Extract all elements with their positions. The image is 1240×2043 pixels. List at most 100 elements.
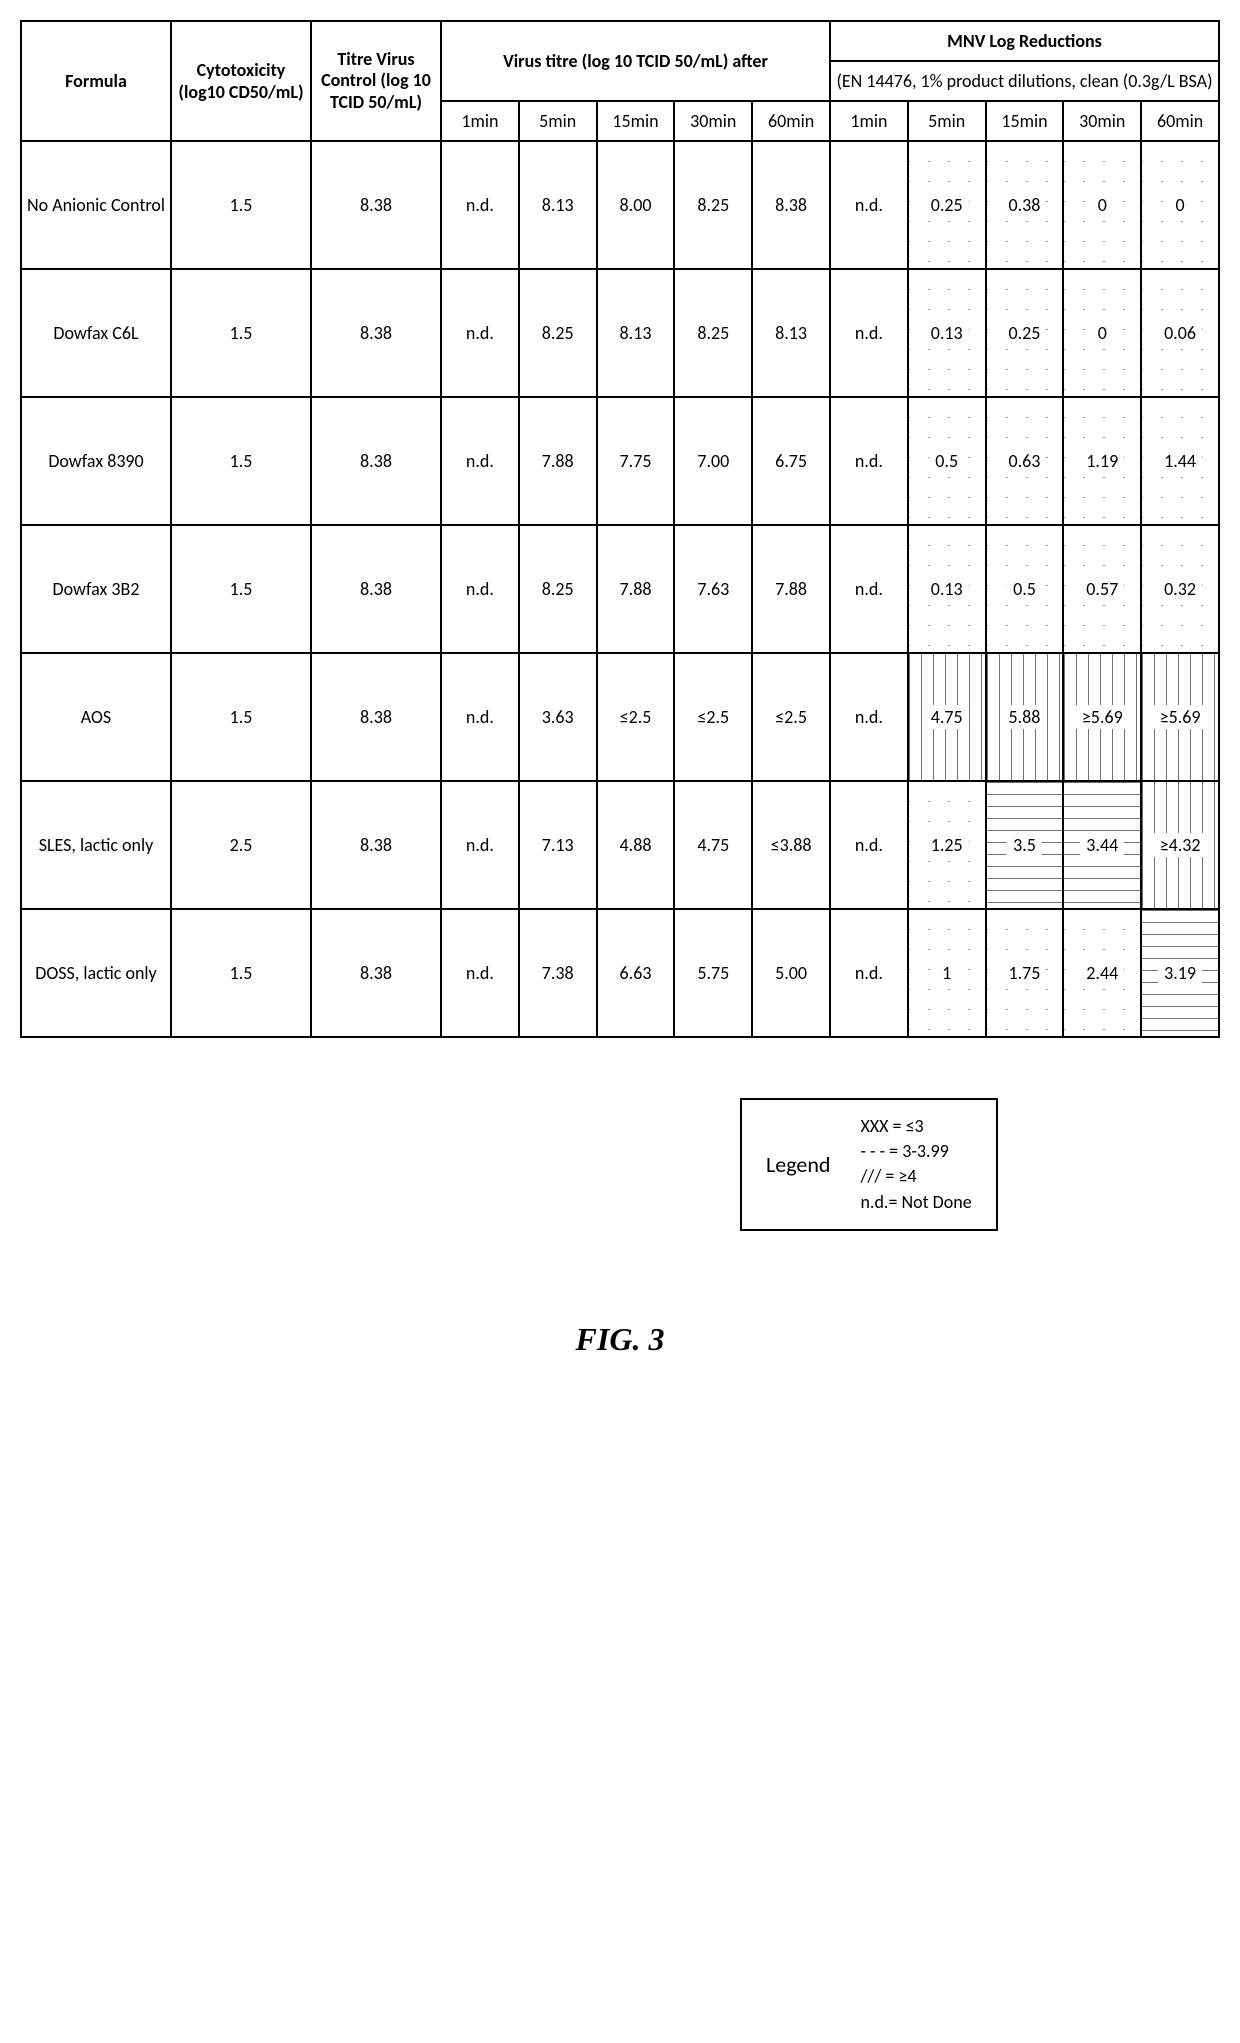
titre-after-cell: 8.13 (752, 269, 830, 397)
cytotoxicity-cell: 1.5 (171, 525, 311, 653)
reduction-value: 1 (936, 961, 957, 985)
data-table: Formula Cytotoxicity (log10 CD50/mL) Tit… (20, 20, 1220, 1038)
reduction-cell: n.d. (830, 781, 908, 909)
titre-after-cell: n.d. (441, 653, 519, 781)
reduction-cell: ≥5.69 (1063, 653, 1141, 781)
titre-after-cell: 6.63 (597, 909, 675, 1037)
reduction-value: 0 (1170, 193, 1191, 217)
reduction-value: ≥5.69 (1154, 705, 1207, 729)
titre-after-cell: n.d. (441, 525, 519, 653)
titre-after-cell: 7.88 (752, 525, 830, 653)
titre-control-cell: 8.38 (311, 397, 441, 525)
cytotoxicity-cell: 1.5 (171, 141, 311, 269)
titre-after-cell: ≤2.5 (597, 653, 675, 781)
header-virus-titre-after: Virus titre (log 10 TCID 50/mL) after (441, 21, 830, 101)
cytotoxicity-cell: 1.5 (171, 397, 311, 525)
reduction-value: 1.75 (1003, 961, 1047, 985)
reduction-cell: 0.13 (908, 525, 986, 653)
reduction-cell: 0.5 (986, 525, 1064, 653)
reduction-cell: 0.25 (908, 141, 986, 269)
formula-cell: Dowfax 8390 (21, 397, 171, 525)
formula-cell: Dowfax 3B2 (21, 525, 171, 653)
time-header: 60min (752, 101, 830, 141)
reduction-value: 3.44 (1080, 833, 1124, 857)
reduction-cell: 0.06 (1141, 269, 1219, 397)
reduction-cell: ≥5.69 (1141, 653, 1219, 781)
reduction-value: 0.63 (1003, 449, 1047, 473)
reduction-cell: 0.63 (986, 397, 1064, 525)
titre-control-cell: 8.38 (311, 269, 441, 397)
time-header: 30min (1063, 101, 1141, 141)
reduction-value: 0.57 (1080, 577, 1124, 601)
reduction-value: 2.44 (1080, 961, 1124, 985)
reduction-value: 0 (1092, 321, 1113, 345)
header-formula: Formula (21, 21, 171, 141)
table-row: Dowfax C6L1.58.38n.d.8.258.138.258.13n.d… (21, 269, 1219, 397)
reduction-cell: n.d. (830, 525, 908, 653)
titre-after-cell: 8.25 (519, 269, 597, 397)
formula-cell: SLES, lactic only (21, 781, 171, 909)
reduction-value: 0.5 (929, 449, 964, 473)
titre-after-cell: ≤2.5 (752, 653, 830, 781)
reduction-cell: 3.5 (986, 781, 1064, 909)
reduction-cell: 1.44 (1141, 397, 1219, 525)
titre-after-cell: 4.75 (674, 781, 752, 909)
reduction-cell: 1.19 (1063, 397, 1141, 525)
table-row: AOS1.58.38n.d.3.63≤2.5≤2.5≤2.5n.d.4.755.… (21, 653, 1219, 781)
reduction-cell: n.d. (830, 397, 908, 525)
reduction-value: 0.5 (1007, 577, 1042, 601)
titre-after-cell: n.d. (441, 909, 519, 1037)
reduction-cell: ≥4.32 (1141, 781, 1219, 909)
header-mnv-log-reductions: MNV Log Reductions (830, 21, 1219, 61)
time-header: 15min (597, 101, 675, 141)
titre-control-cell: 8.38 (311, 781, 441, 909)
titre-after-cell: 5.00 (752, 909, 830, 1037)
legend-item: /// = ≥4 (860, 1164, 971, 1189)
legend-item: XXX = ≤3 (860, 1114, 971, 1139)
time-header: 5min (908, 101, 986, 141)
reduction-cell: 0.57 (1063, 525, 1141, 653)
reduction-cell: 1.75 (986, 909, 1064, 1037)
titre-after-cell: 7.13 (519, 781, 597, 909)
titre-after-cell: 8.13 (519, 141, 597, 269)
titre-after-cell: 5.75 (674, 909, 752, 1037)
reduction-cell: n.d. (830, 909, 908, 1037)
titre-control-cell: 8.38 (311, 653, 441, 781)
titre-after-cell: 8.25 (674, 141, 752, 269)
titre-after-cell: n.d. (441, 397, 519, 525)
titre-after-cell: ≤3.88 (752, 781, 830, 909)
reduction-value: 1.25 (925, 833, 969, 857)
reduction-cell: 1.25 (908, 781, 986, 909)
reduction-cell: 0.38 (986, 141, 1064, 269)
legend-item: n.d.= Not Done (860, 1190, 971, 1215)
header-reduction-condition: (EN 14476, 1% product dilutions, clean (… (830, 61, 1219, 101)
table-row: DOSS, lactic only1.58.38n.d.7.386.635.75… (21, 909, 1219, 1037)
formula-cell: DOSS, lactic only (21, 909, 171, 1037)
time-header: 1min (441, 101, 519, 141)
titre-after-cell: 8.25 (519, 525, 597, 653)
titre-after-cell: 6.75 (752, 397, 830, 525)
titre-control-cell: 8.38 (311, 525, 441, 653)
titre-after-cell: 7.63 (674, 525, 752, 653)
time-header: 15min (986, 101, 1064, 141)
reduction-value: 0.25 (925, 193, 969, 217)
titre-after-cell: 8.38 (752, 141, 830, 269)
reduction-cell: n.d. (830, 653, 908, 781)
titre-after-cell: 8.13 (597, 269, 675, 397)
formula-cell: No Anionic Control (21, 141, 171, 269)
reduction-value: 0.38 (1003, 193, 1047, 217)
reduction-value: 3.19 (1158, 961, 1202, 985)
table-row: Dowfax 83901.58.38n.d.7.887.757.006.75n.… (21, 397, 1219, 525)
formula-cell: Dowfax C6L (21, 269, 171, 397)
reduction-cell: 0.13 (908, 269, 986, 397)
reduction-value: 1.19 (1080, 449, 1124, 473)
cytotoxicity-cell: 1.5 (171, 909, 311, 1037)
legend-items: XXX = ≤3 - - - = 3-3.99 /// = ≥4 n.d.= N… (860, 1114, 971, 1215)
reduction-value: 0.13 (925, 577, 969, 601)
reduction-cell: 3.19 (1141, 909, 1219, 1037)
reduction-value: 1.44 (1158, 449, 1202, 473)
reduction-value: ≥4.32 (1154, 833, 1207, 857)
cytotoxicity-cell: 1.5 (171, 269, 311, 397)
reduction-cell: 0 (1063, 269, 1141, 397)
reduction-cell: 0 (1141, 141, 1219, 269)
